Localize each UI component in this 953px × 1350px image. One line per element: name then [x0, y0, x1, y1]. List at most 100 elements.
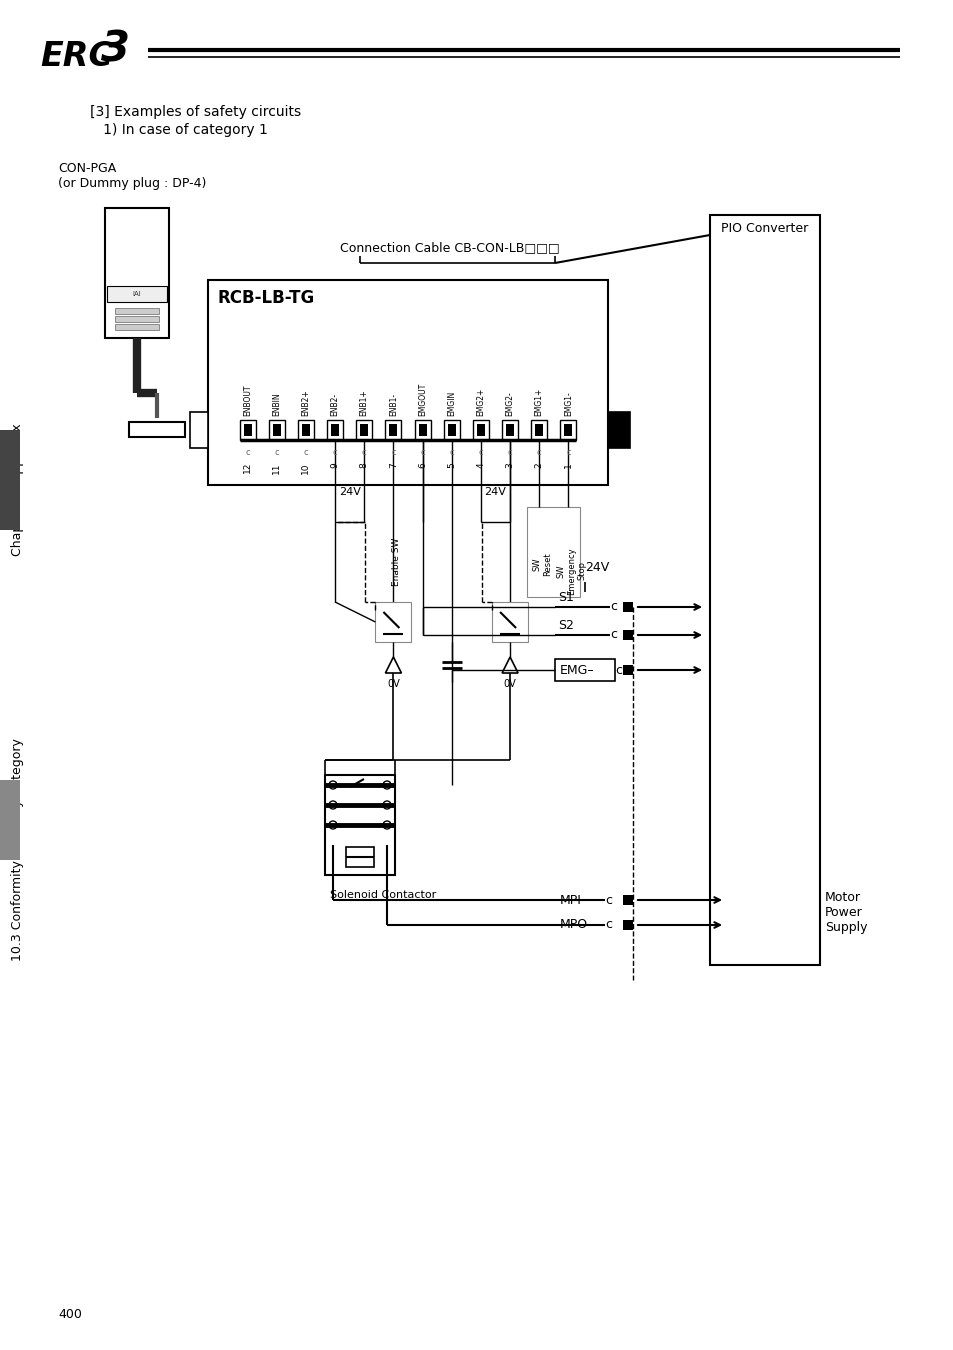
Text: c: c — [391, 448, 395, 458]
Text: c: c — [604, 894, 612, 906]
Bar — [297, 420, 314, 440]
Text: 24V: 24V — [338, 487, 360, 497]
Bar — [331, 424, 338, 436]
Bar — [389, 424, 397, 436]
Bar — [273, 424, 280, 436]
Text: ENB2-: ENB2- — [331, 393, 339, 416]
Text: 3: 3 — [505, 462, 514, 467]
Bar — [622, 919, 633, 930]
Text: c: c — [361, 448, 366, 458]
Text: EMG–: EMG– — [559, 663, 594, 676]
Bar — [105, 208, 169, 338]
Bar — [346, 846, 374, 867]
Text: S1: S1 — [558, 591, 574, 603]
Text: S2: S2 — [558, 620, 574, 632]
Text: c: c — [615, 663, 621, 676]
Text: 3: 3 — [101, 28, 130, 72]
Text: MPI: MPI — [559, 894, 581, 906]
Text: SW
Emergency
Stop: SW Emergency Stop — [556, 547, 586, 594]
Text: c: c — [609, 629, 617, 641]
Bar — [622, 630, 633, 640]
Text: c: c — [245, 448, 250, 458]
Text: c: c — [420, 448, 424, 458]
Text: EMGOUT: EMGOUT — [417, 383, 427, 416]
Bar — [355, 420, 372, 440]
Bar — [505, 424, 514, 436]
Text: 0V: 0V — [503, 679, 516, 688]
Bar — [269, 420, 284, 440]
Text: ENB1-: ENB1- — [389, 393, 397, 416]
Text: c: c — [333, 448, 337, 458]
Bar — [492, 602, 528, 643]
Bar — [301, 424, 310, 436]
Text: c: c — [609, 601, 617, 613]
Bar — [415, 420, 430, 440]
Bar — [607, 412, 629, 448]
Text: MPO: MPO — [559, 918, 587, 932]
Bar — [0, 780, 20, 860]
Text: Connection Cable CB-CON-LB□□□: Connection Cable CB-CON-LB□□□ — [340, 242, 559, 255]
Text: 9: 9 — [331, 462, 339, 467]
Bar — [559, 420, 576, 440]
Bar — [327, 420, 343, 440]
Bar — [443, 420, 459, 440]
Text: PIO Converter: PIO Converter — [720, 223, 808, 235]
Text: 2: 2 — [535, 462, 543, 467]
Text: 24V: 24V — [484, 487, 506, 497]
Text: CON-PGA: CON-PGA — [58, 162, 116, 174]
Bar — [115, 316, 159, 323]
Bar — [564, 424, 572, 436]
Text: [3] Examples of safety circuits: [3] Examples of safety circuits — [90, 105, 301, 119]
Bar — [473, 420, 488, 440]
Text: 24V: 24V — [584, 562, 609, 574]
Text: Enable SW: Enable SW — [392, 537, 400, 586]
Bar — [418, 424, 426, 436]
Bar — [709, 215, 820, 965]
Bar — [527, 508, 579, 597]
Text: (or Dummy plug : DP-4): (or Dummy plug : DP-4) — [58, 177, 206, 189]
Bar — [447, 424, 456, 436]
Text: 12: 12 — [243, 462, 252, 474]
Text: SW
Reset: SW Reset — [532, 552, 552, 575]
Text: EMGIN: EMGIN — [447, 390, 456, 416]
Text: EMG1+: EMG1+ — [535, 387, 543, 416]
Bar — [622, 895, 633, 905]
Bar — [107, 286, 167, 302]
Bar — [360, 424, 368, 436]
Text: IAI: IAI — [132, 292, 141, 297]
Text: 4: 4 — [476, 462, 485, 467]
Bar — [535, 424, 542, 436]
Bar — [555, 659, 615, 680]
Text: EMG2+: EMG2+ — [476, 387, 485, 416]
Bar — [115, 308, 159, 315]
Bar — [385, 420, 401, 440]
Bar — [115, 324, 159, 329]
Text: 0V: 0V — [387, 679, 399, 688]
Text: Solenoid Contactor: Solenoid Contactor — [330, 890, 436, 900]
Text: ENB1+: ENB1+ — [359, 389, 369, 416]
Text: Chapter 10 Appendix: Chapter 10 Appendix — [11, 424, 25, 556]
Text: EMG1-: EMG1- — [563, 392, 573, 416]
Text: c: c — [537, 448, 541, 458]
Text: c: c — [303, 448, 308, 458]
Bar — [129, 423, 185, 437]
Text: 8: 8 — [359, 462, 369, 467]
Bar — [622, 602, 633, 612]
Bar — [622, 666, 633, 675]
Text: 7: 7 — [389, 462, 397, 467]
Text: 400: 400 — [58, 1308, 82, 1322]
Text: ENBOUT: ENBOUT — [243, 385, 252, 416]
Text: EMG2-: EMG2- — [505, 392, 514, 416]
Text: c: c — [565, 448, 570, 458]
Text: 1) In case of category 1: 1) In case of category 1 — [90, 123, 268, 136]
Text: ENB2+: ENB2+ — [301, 389, 310, 416]
Bar — [243, 424, 252, 436]
Text: c: c — [478, 448, 483, 458]
Text: c: c — [274, 448, 279, 458]
Text: 1: 1 — [563, 462, 573, 467]
Bar — [531, 420, 547, 440]
Text: RCB-LB-TG: RCB-LB-TG — [218, 289, 314, 306]
Bar — [476, 424, 484, 436]
Text: ENBIN: ENBIN — [272, 393, 281, 416]
Text: 5: 5 — [447, 462, 456, 467]
